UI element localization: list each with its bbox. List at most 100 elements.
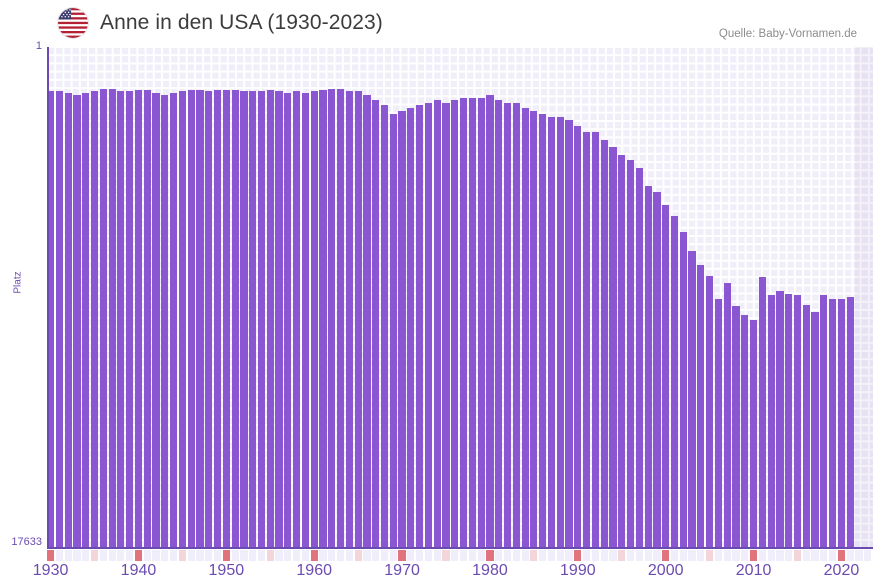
x-axis-tick [354,550,362,561]
x-axis-tick [556,550,564,561]
x-axis-tick [688,550,696,561]
bar [741,315,749,548]
bar [354,91,362,548]
bar [802,305,810,548]
bar [293,91,301,548]
x-axis-tick-label: 2000 [647,562,684,579]
x-axis-tick [565,550,573,561]
bar [837,299,846,548]
no-data-overlay [855,47,873,548]
bar [389,114,397,548]
x-axis-tick [820,550,828,561]
x-axis-tick-label: 1960 [296,562,332,579]
bar [846,297,854,548]
bar [591,132,599,548]
bar [433,100,441,548]
bar [547,117,556,548]
x-axis-tick [205,550,213,561]
bar [319,90,327,548]
bar [670,216,679,548]
bar [521,108,529,548]
bar [336,89,345,548]
x-axis-tick [319,550,327,561]
x-axis-tick [345,550,353,561]
x-axis-tick [99,550,107,561]
bar [64,93,72,548]
x-axis-tick-label: 1970 [384,562,420,579]
bar [47,91,55,548]
x-axis-tick [433,550,441,561]
x-axis-tick [785,550,793,561]
x-axis-tick [626,550,635,561]
bar [398,111,406,548]
bar [363,95,371,548]
bar [829,299,837,548]
x-axis-tick [741,550,749,561]
bar [530,111,538,548]
x-axis-tick [240,550,248,561]
bar [644,186,652,548]
bar [99,89,107,548]
x-axis-tick [512,550,520,561]
x-axis-tick [609,550,617,561]
bar [556,117,564,548]
bar [706,276,714,548]
x-axis-tick [416,550,424,561]
bar [380,105,389,548]
x-axis-tick-label: 1950 [208,562,245,579]
bar [161,95,169,548]
bar [416,105,424,548]
y-axis-title: Platz [12,271,24,294]
y-axis-line [47,47,49,548]
x-axis-tick [653,550,661,561]
x-axis-tick [460,550,468,561]
x-axis-tick [521,550,529,561]
x-axis-line [47,547,873,549]
x-axis-tick [424,550,433,561]
bar [372,100,380,548]
bar [126,91,134,548]
bar [442,103,450,548]
bar [749,320,758,548]
x-axis-tick [539,550,547,561]
bar [618,155,626,548]
x-axis-tick [55,550,63,561]
bar [583,132,591,548]
page-title: Anne in den USA (1930-2023) [100,11,383,34]
bar [178,91,186,548]
bar [626,160,635,548]
bar [539,114,547,548]
source-attribution: Quelle: Baby-Vornamen.de [718,28,857,40]
bar [600,140,608,548]
bar [231,90,239,548]
x-axis-tick [503,550,512,561]
x-axis-tick-label: 1980 [472,562,508,579]
bar [424,103,433,548]
x-axis-tick [767,550,775,561]
bar [310,91,318,548]
bar [574,126,582,548]
x-axis-tick [336,550,345,561]
x-axis-tick [495,550,503,561]
bar [767,295,775,548]
x-axis-tick [389,550,397,561]
x-axis-tick [257,550,266,561]
bar [758,277,766,548]
bar [152,93,160,548]
x-axis-tick [363,550,371,561]
x-axis-tick [706,550,714,561]
x-axis-tick-label: 1940 [120,562,157,579]
x-axis-tick [758,550,766,561]
x-axis-labels: 1930 1940 1950 1960 1970 1980 1990 2000 2010 2020 [33,562,873,587]
x-axis-tick [486,550,494,561]
x-axis-tick [213,550,222,561]
y-axis-top-tick-label: 1 [35,40,42,52]
x-axis-tick [697,550,705,561]
bar [328,89,336,548]
x-axis-tick [126,550,134,561]
x-axis-tick [134,550,143,561]
x-axis-tick [837,550,846,561]
x-axis-tick [249,550,257,561]
x-axis-tick [855,550,863,561]
